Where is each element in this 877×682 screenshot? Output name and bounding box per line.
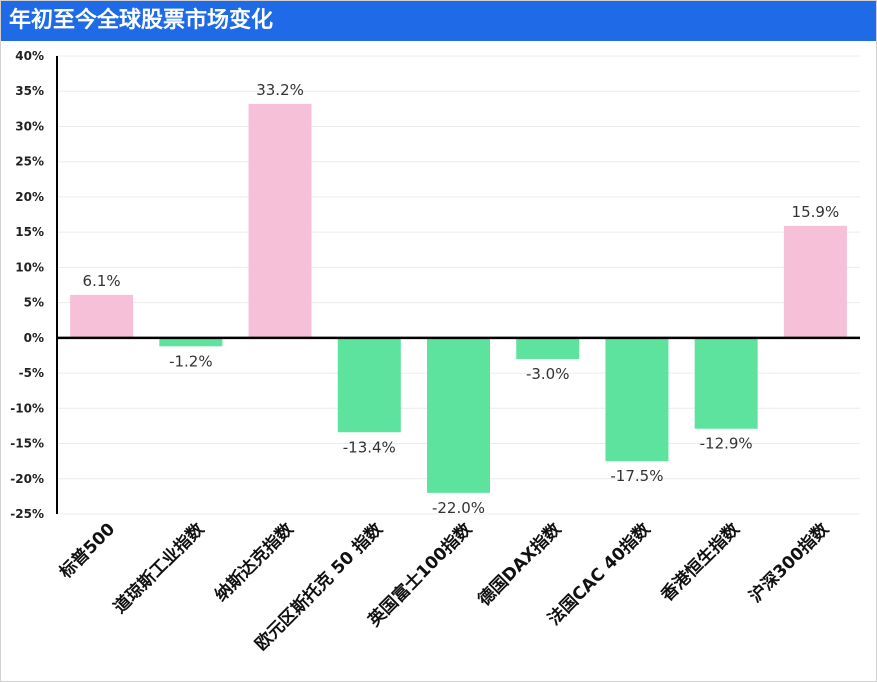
y-tick-label: 5% [24, 296, 44, 310]
bar [694, 337, 758, 429]
data-label: 6.1% [83, 272, 121, 290]
axes [56, 56, 860, 514]
bar [159, 337, 223, 347]
y-tick-label: 25% [15, 155, 44, 169]
category-label: 道琼斯工业指数 [109, 518, 209, 618]
y-tick-label: 35% [15, 84, 44, 98]
bar [783, 225, 847, 338]
data-label: 15.9% [792, 203, 840, 221]
category-label: 纳斯达克指数 [211, 518, 299, 606]
bar [70, 294, 134, 338]
bar [605, 337, 669, 462]
data-label: -1.2% [169, 352, 213, 370]
data-label: -22.0% [432, 499, 485, 517]
category-label: 香港恒生指数 [657, 518, 745, 606]
bar [427, 337, 490, 493]
y-tick-label: -15% [10, 437, 44, 451]
y-tick-label: 15% [15, 225, 44, 239]
y-tick-label: -10% [10, 401, 44, 415]
title-bar: 年初至今全球股票市场变化 [1, 1, 876, 41]
data-label: -17.5% [610, 467, 663, 485]
data-label: -3.0% [526, 365, 570, 383]
bar [337, 337, 401, 433]
category-label: 沪深300指数 [745, 518, 834, 607]
data-label: -12.9% [700, 435, 753, 453]
data-label: 33.2% [256, 81, 304, 99]
y-tick-label: 20% [15, 190, 44, 204]
y-tick-label: 40% [15, 49, 44, 63]
y-tick-label: 10% [15, 260, 44, 274]
data-label: -13.4% [343, 438, 396, 456]
y-tick-label: 0% [24, 331, 44, 345]
y-tick-label: -5% [19, 366, 44, 380]
y-axis-ticks: 40% 35% 30% 25% 20% 15% 10% 5% 0% -5% -10% -15% -20%… [10, 49, 44, 521]
chart-title: 年初至今全球股票市场变化 [9, 8, 274, 33]
bars [70, 103, 847, 493]
y-tick-label: -20% [10, 472, 44, 486]
category-label: 德国DAX指数 [474, 518, 566, 610]
category-label: 标普500 [55, 519, 119, 583]
bar [516, 337, 580, 359]
y-tick-label: -25% [10, 507, 44, 521]
bar [248, 103, 312, 338]
data-labels: 6.1% -1.2% 33.2% -13.4% -22.0% -3.0% -17.5% -12… [83, 81, 840, 517]
y-tick-label: 30% [15, 119, 44, 133]
